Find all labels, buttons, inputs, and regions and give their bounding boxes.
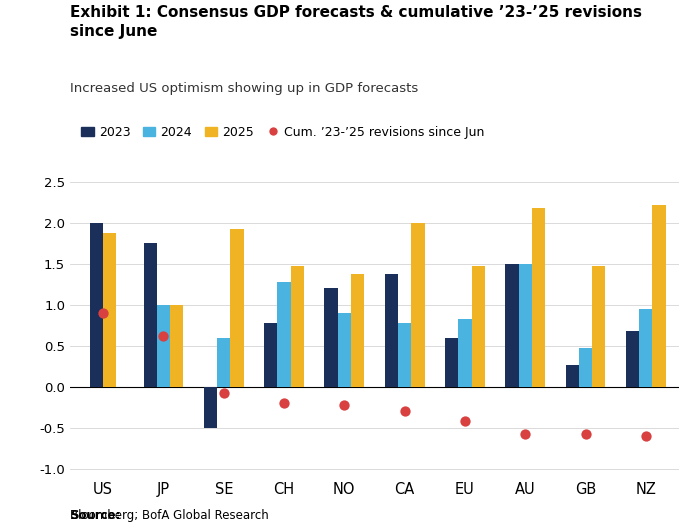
- Bar: [505, 264, 519, 387]
- Bar: [458, 319, 472, 387]
- Bar: [170, 305, 183, 387]
- Bar: [385, 273, 398, 387]
- Text: Exhibit 1: Consensus GDP forecasts & cumulative ’23-’25 revisions
since June: Exhibit 1: Consensus GDP forecasts & cum…: [70, 5, 642, 39]
- Bar: [652, 205, 666, 387]
- Point: [640, 432, 652, 440]
- Text: Increased US optimism showing up in GDP forecasts: Increased US optimism showing up in GDP …: [70, 82, 419, 95]
- Bar: [157, 305, 170, 387]
- Bar: [337, 313, 351, 387]
- Bar: [103, 233, 116, 387]
- Bar: [217, 338, 230, 387]
- Point: [399, 407, 410, 416]
- Bar: [90, 223, 103, 387]
- Bar: [592, 266, 606, 387]
- Bar: [566, 365, 579, 387]
- Bar: [626, 331, 639, 387]
- Point: [339, 401, 350, 409]
- Bar: [472, 266, 485, 387]
- Bar: [230, 228, 244, 387]
- Bar: [532, 208, 545, 387]
- Bar: [144, 243, 157, 387]
- Point: [279, 399, 290, 408]
- Bar: [264, 323, 277, 387]
- Bar: [398, 323, 412, 387]
- Point: [218, 388, 230, 397]
- Point: [459, 417, 470, 426]
- Text: Bloomberg; BofA Global Research: Bloomberg; BofA Global Research: [70, 509, 269, 522]
- Bar: [325, 288, 337, 387]
- Bar: [445, 338, 458, 387]
- Point: [580, 429, 591, 438]
- Bar: [290, 266, 304, 387]
- Legend: 2023, 2024, 2025, Cum. ’23-’25 revisions since Jun: 2023, 2024, 2025, Cum. ’23-’25 revisions…: [76, 120, 489, 144]
- Point: [158, 332, 169, 340]
- Bar: [579, 348, 592, 387]
- Bar: [277, 282, 290, 387]
- Text: Source:: Source:: [70, 509, 120, 522]
- Bar: [639, 309, 652, 387]
- Point: [519, 429, 531, 438]
- Bar: [412, 223, 424, 387]
- Bar: [204, 387, 217, 428]
- Bar: [351, 273, 364, 387]
- Point: [97, 309, 108, 317]
- Bar: [519, 264, 532, 387]
